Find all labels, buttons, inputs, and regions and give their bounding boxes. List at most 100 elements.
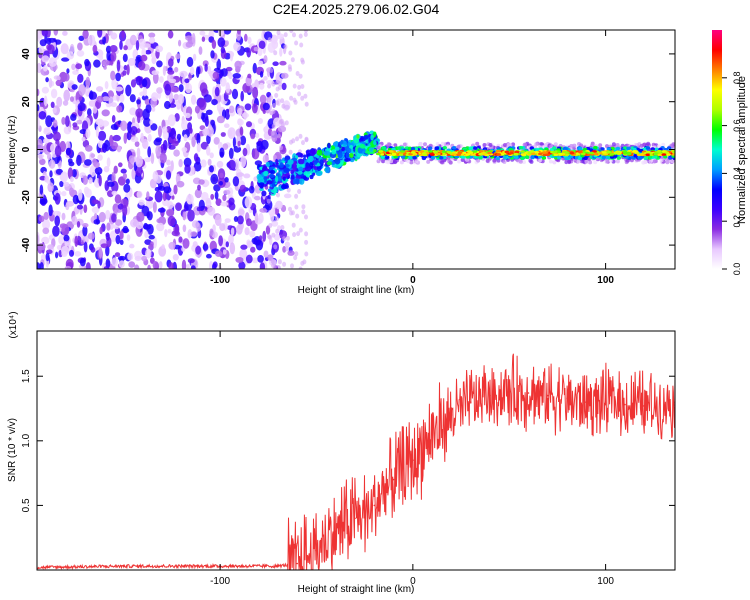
heatmap-cell [43,211,49,220]
heatmap-cell [219,172,224,179]
heatmap-cell [41,55,50,63]
heatmap-cell [257,255,264,263]
snr-y-axis-label: SNR (10 * v/v) [7,418,18,482]
heatmap-cell [122,70,127,76]
heatmap-cell [239,248,248,260]
heatmap-cell [116,59,121,72]
heatmap-cell [283,193,292,199]
heatmap-cell [198,179,205,185]
heatmap-cell [115,72,121,82]
heatmap-cell [257,60,264,66]
heatmap-cell [349,153,354,158]
heatmap-cell [275,216,279,222]
heatmap-cell [172,253,179,261]
heatmap-cell [509,151,514,155]
heatmap-cell [126,234,131,241]
heatmap-cell [478,153,484,156]
heatmap-cell [129,34,137,46]
heatmap-cell [166,125,172,133]
heatmap-cell [247,73,252,80]
heatmap-cell [43,128,52,135]
heatmap-cell [213,137,220,145]
heatmap-cell [101,109,110,117]
heatmap-cell [225,40,230,46]
heatmap-cell [253,46,259,52]
heatmap-cell [109,230,117,242]
heatmap-cell [295,213,300,219]
heatmap-cell [298,158,305,165]
heatmap-cell [334,146,340,151]
heatmap-cell [122,53,128,63]
heatmap-cell [163,186,172,194]
heatmap-cell [130,136,139,143]
heatmap-cell [289,95,294,101]
heatmap-cell [495,149,501,153]
heatmap-cell [256,140,264,153]
heatmap-cell [103,65,107,70]
heatmap-cell [492,158,497,163]
heatmap-cell [196,222,201,232]
heatmap-cell [265,161,271,168]
heatmap-cell [359,143,366,149]
heatmap-cell [158,125,162,138]
heatmap-cell [214,86,220,97]
heatmap-cell [196,206,202,212]
heatmap-cell [54,215,60,227]
heatmap-cell [74,235,78,247]
heatmap-cell [136,147,141,158]
heatmap-cell [292,165,297,172]
heatmap-cell [156,222,165,232]
heatmap-cell [147,211,153,221]
heatmap-cell [541,156,547,160]
heatmap-cell [190,231,198,237]
heatmap-cell [262,165,268,171]
heatmap-cell [112,134,121,142]
heatmap-cell [111,213,117,223]
heatmap-cell [145,199,154,210]
heatmap-cell [258,182,265,186]
heatmap-cell [220,132,226,137]
heatmap-cell [108,30,113,36]
heatmap-cell [186,264,191,269]
heatmap-cell [123,45,128,51]
heatmap-cell [105,245,110,257]
heatmap-cell [242,147,248,157]
heatmap-cell [237,119,244,126]
snr-y-tick-label: 1.0 [21,433,32,447]
heatmap-cell [545,153,551,156]
heatmap-cell [39,158,46,166]
heatmap-cell [581,159,586,164]
heatmap-cell [111,257,118,267]
heatmap-cell [337,151,343,159]
heatmap-cell [98,54,104,61]
heatmap-cell [270,130,275,136]
heatmap-cell [378,150,384,153]
heatmap-cell [567,159,572,164]
snr-point [489,394,491,397]
heatmap-cell [178,39,182,47]
heatmap-cell [238,261,246,269]
heatmap-cell [85,145,93,152]
snr-plot-area [37,331,675,570]
heatmap-cell [94,212,98,220]
heatmap-cell [193,153,199,162]
heatmap-cell [79,257,86,267]
heatmap-cell [178,84,184,93]
heatmap-cell [211,99,218,106]
heatmap-cell [225,241,229,248]
heatmap-cell [375,152,381,156]
heatmap-cell [173,149,180,157]
heatmap-cell [171,195,175,200]
heatmap-cell [251,83,257,88]
heatmap-cell [343,140,347,146]
heatmap-cell [310,149,316,156]
colorbar: 0.0 0.2 0.4 0.6 0.8 Normalized spectral ampl… [712,30,748,275]
heatmap-cell [331,149,337,155]
heatmap-cell [476,158,481,163]
heatmap-cell [61,245,69,256]
snr-point [315,549,318,552]
snr-x-tick-label: -100 [210,576,230,587]
heatmap-cell [439,156,444,160]
heatmap-cell [63,89,70,102]
heatmap-cell [666,153,671,156]
